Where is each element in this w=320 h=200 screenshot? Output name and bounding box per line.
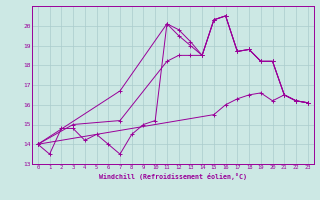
X-axis label: Windchill (Refroidissement éolien,°C): Windchill (Refroidissement éolien,°C) <box>99 173 247 180</box>
